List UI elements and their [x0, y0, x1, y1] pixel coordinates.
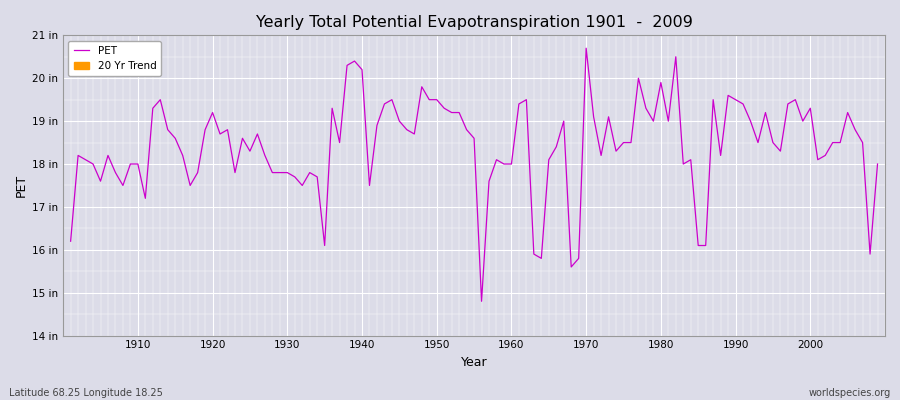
X-axis label: Year: Year	[461, 356, 488, 369]
Legend: PET, 20 Yr Trend: PET, 20 Yr Trend	[68, 40, 161, 76]
PET	[290, 174, 301, 179]
Line: PET: PET	[70, 48, 878, 301]
PET	[476, 299, 487, 304]
PET	[872, 162, 883, 166]
PET	[65, 239, 76, 244]
PET	[506, 162, 517, 166]
PET	[125, 162, 136, 166]
PET	[610, 149, 621, 154]
Text: Latitude 68.25 Longitude 18.25: Latitude 68.25 Longitude 18.25	[9, 388, 163, 398]
Text: worldspecies.org: worldspecies.org	[809, 388, 891, 398]
Title: Yearly Total Potential Evapotranspiration 1901  -  2009: Yearly Total Potential Evapotranspiratio…	[256, 15, 692, 30]
PET	[334, 140, 345, 145]
PET	[514, 102, 525, 106]
Y-axis label: PET: PET	[15, 174, 28, 197]
PET	[580, 46, 591, 51]
